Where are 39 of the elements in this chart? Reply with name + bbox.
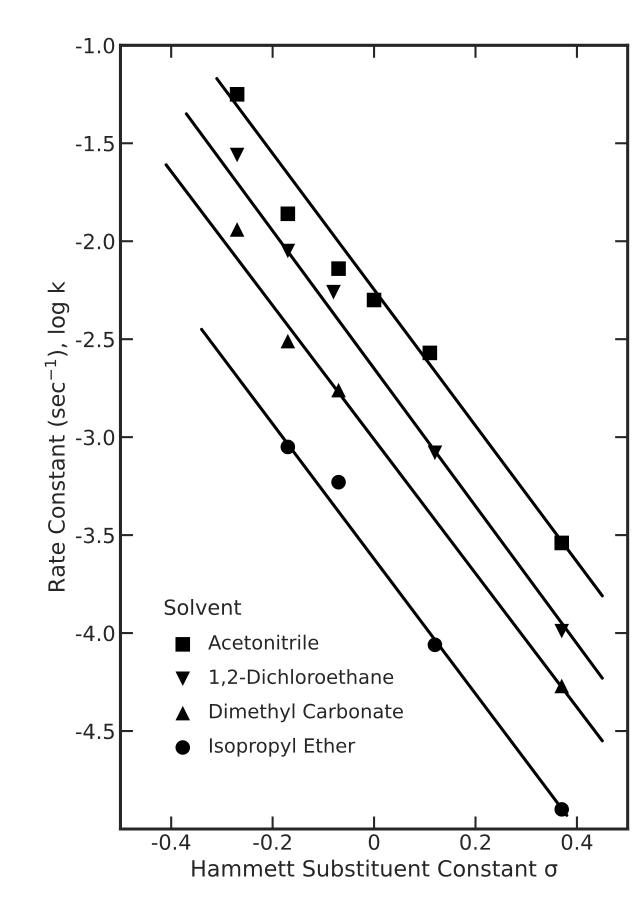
point xyxy=(280,440,296,454)
y-axis-title: Rate Constant (sec$^{−1}$), log k xyxy=(44,281,70,591)
point xyxy=(422,346,438,360)
y-tick-label: -4.0 xyxy=(76,626,114,642)
x-tick-label: -0.4 xyxy=(152,834,190,850)
point xyxy=(554,678,570,694)
legend-label: Acetonitrile xyxy=(208,634,318,650)
point xyxy=(331,382,346,398)
point xyxy=(554,536,570,550)
y-tick-label: -2.0 xyxy=(76,234,114,250)
point xyxy=(230,86,244,102)
point xyxy=(366,292,382,308)
point xyxy=(428,446,442,460)
x-tick-label: 0 xyxy=(368,834,380,850)
legend-label: Isopropyl Ether xyxy=(210,738,356,757)
y-tick-label: -2.5 xyxy=(76,332,114,348)
point xyxy=(280,334,296,348)
point xyxy=(428,638,442,652)
point xyxy=(230,148,244,162)
point xyxy=(280,206,296,222)
y-tick-label: -3.5 xyxy=(76,528,114,544)
y-tick-label: -4.5 xyxy=(76,724,114,740)
x-tick-label: -0.2 xyxy=(253,834,291,850)
point xyxy=(326,284,341,300)
x-axis-title: Hammett Substituent Constant σ xyxy=(192,860,558,877)
legend-label: 1,2-Dichloroethane xyxy=(210,669,394,686)
point xyxy=(554,624,570,638)
point xyxy=(554,802,570,817)
legend-label: Dimethyl Carbonate xyxy=(210,703,403,722)
y-tick-label: -3.0 xyxy=(76,430,114,446)
point xyxy=(331,261,346,276)
y-tick-label: -1.0 xyxy=(76,38,114,54)
legend-title: Solvent xyxy=(164,598,242,616)
point xyxy=(230,222,244,237)
x-tick-label: 0.2 xyxy=(460,834,490,850)
point xyxy=(331,474,346,490)
x-tick-label: 0.4 xyxy=(562,834,592,850)
point xyxy=(280,244,296,258)
y-tick-label: -1.5 xyxy=(76,136,114,152)
